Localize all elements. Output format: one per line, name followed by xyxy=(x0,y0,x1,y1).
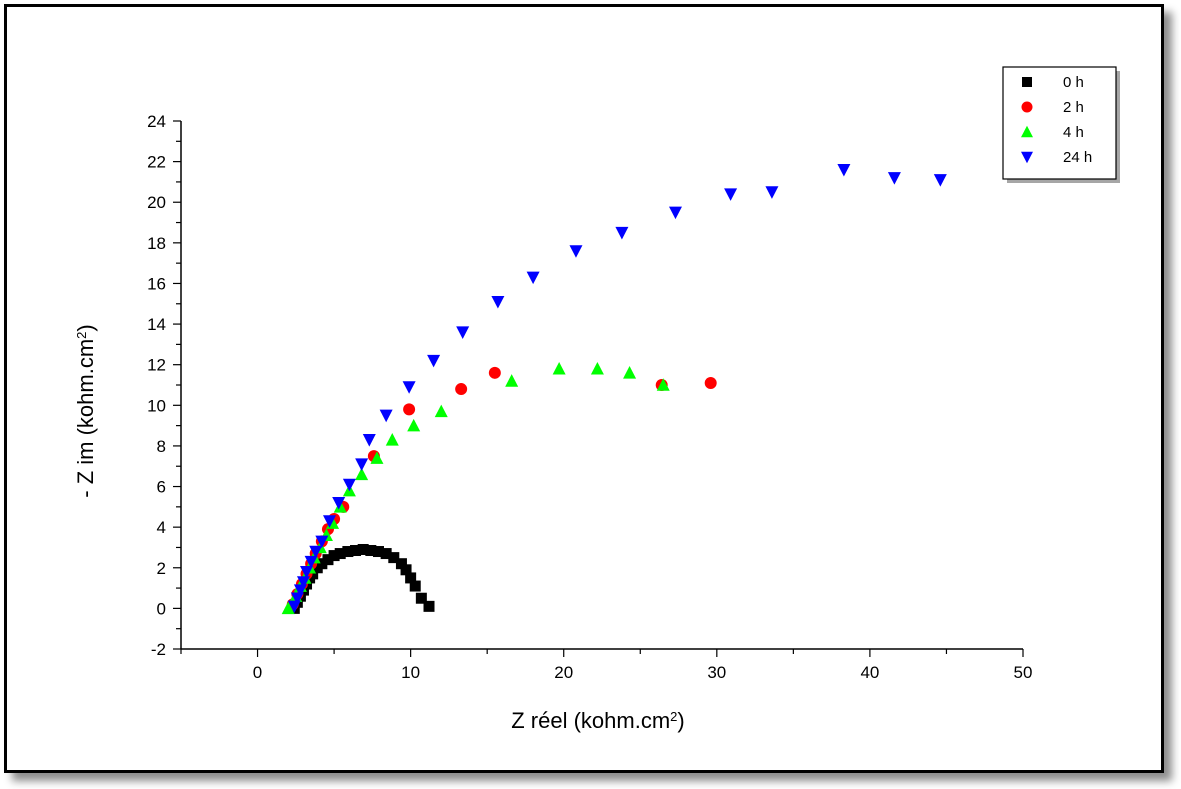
data-point xyxy=(395,558,407,570)
y-tick-label: -2 xyxy=(151,640,166,659)
data-point xyxy=(379,409,393,423)
data-point xyxy=(300,566,314,579)
data-point xyxy=(623,366,637,379)
data-point xyxy=(388,552,400,564)
data-point xyxy=(569,245,583,258)
series-24h xyxy=(287,163,947,614)
chart-frame: 0 10 20 30 40 50 -2 0 2 4 6 8 10 12 14 16 18 20 22 24 Z rée… xyxy=(4,4,1164,773)
data-point xyxy=(334,548,346,560)
x-tick-label: 30 xyxy=(707,663,726,682)
x-tick-label: 10 xyxy=(401,663,420,682)
data-point xyxy=(316,558,328,570)
data-point xyxy=(552,361,566,375)
data-point xyxy=(434,404,448,418)
x-tick-label: 20 xyxy=(554,663,573,682)
data-point xyxy=(322,554,334,566)
legend-marker xyxy=(1021,125,1033,138)
legend-marker xyxy=(1021,151,1033,164)
data-point xyxy=(365,545,377,557)
y-tick-label: 0 xyxy=(157,599,166,618)
data-point xyxy=(342,478,356,492)
legend-label: 2 h xyxy=(1063,99,1084,116)
data-point xyxy=(590,361,604,375)
data-point xyxy=(455,383,468,396)
data-point xyxy=(304,555,318,569)
y-tick-label: 4 xyxy=(157,518,166,537)
data-point xyxy=(372,546,384,558)
data-point xyxy=(505,374,519,387)
x-tick-label: 40 xyxy=(860,663,879,682)
y-tick-label: 10 xyxy=(147,396,166,415)
data-point xyxy=(380,548,392,560)
data-point xyxy=(322,515,336,528)
data-point xyxy=(315,535,329,549)
data-point xyxy=(307,568,319,580)
data-point xyxy=(765,186,779,199)
x-tick-label: 50 xyxy=(1014,663,1033,682)
data-point xyxy=(355,467,369,481)
y-tick-label: 8 xyxy=(157,437,166,456)
legend-label: 0 h xyxy=(1063,74,1084,91)
data-point xyxy=(328,550,340,562)
data-points xyxy=(281,163,947,615)
data-point xyxy=(704,376,717,389)
data-point xyxy=(656,378,670,391)
data-point xyxy=(355,458,369,471)
y-tick-label: 12 xyxy=(147,356,166,375)
data-point xyxy=(724,188,738,201)
data-point xyxy=(488,366,501,379)
y-tick-label: 18 xyxy=(147,234,166,253)
data-point xyxy=(403,403,416,416)
y-tick-label: 20 xyxy=(147,193,166,212)
x-tick-label: 0 xyxy=(253,663,262,682)
data-point xyxy=(385,433,399,446)
data-point xyxy=(526,271,540,285)
data-point xyxy=(456,326,470,339)
legend: 0 h 2 h 4 h 24 h xyxy=(1002,66,1120,183)
data-point xyxy=(407,418,421,432)
y-tick-label: 16 xyxy=(147,274,166,293)
data-point xyxy=(415,592,427,604)
x-axis-title: Z réel (kohm.cm2) xyxy=(511,708,684,733)
y-tick-label: 14 xyxy=(147,315,166,334)
data-point xyxy=(491,295,505,309)
y-tick-label: 6 xyxy=(157,478,166,497)
y-axis-title: - Z im (kohm.cm2) xyxy=(73,324,98,497)
data-point xyxy=(887,172,901,185)
legend-marker xyxy=(1022,77,1032,87)
legend-box xyxy=(1002,66,1117,180)
data-point xyxy=(281,601,295,615)
legend-label: 24 h xyxy=(1063,149,1092,166)
y-tick-label: 24 xyxy=(147,112,166,131)
data-point xyxy=(309,545,323,559)
data-point xyxy=(362,434,376,447)
data-point xyxy=(342,546,354,558)
data-point xyxy=(837,163,851,177)
data-point xyxy=(296,576,310,589)
legend-label: 4 h xyxy=(1063,124,1084,141)
data-point xyxy=(402,381,416,394)
axis-labels: Z réel (kohm.cm2) - Z im (kohm.cm2) xyxy=(73,324,685,733)
y-tick-label: 2 xyxy=(157,559,166,578)
data-point xyxy=(933,174,947,187)
data-point xyxy=(668,206,682,220)
data-point xyxy=(332,497,346,510)
y-tick-label: 22 xyxy=(147,153,166,172)
legend-marker xyxy=(1021,101,1033,113)
data-point xyxy=(370,451,384,464)
data-point xyxy=(400,564,412,576)
data-point xyxy=(615,226,629,240)
data-point xyxy=(423,600,435,612)
data-point xyxy=(350,545,362,557)
data-point xyxy=(427,354,441,368)
data-point xyxy=(409,580,421,592)
data-point xyxy=(357,543,369,555)
data-point xyxy=(405,572,417,584)
series-4h xyxy=(281,361,670,615)
